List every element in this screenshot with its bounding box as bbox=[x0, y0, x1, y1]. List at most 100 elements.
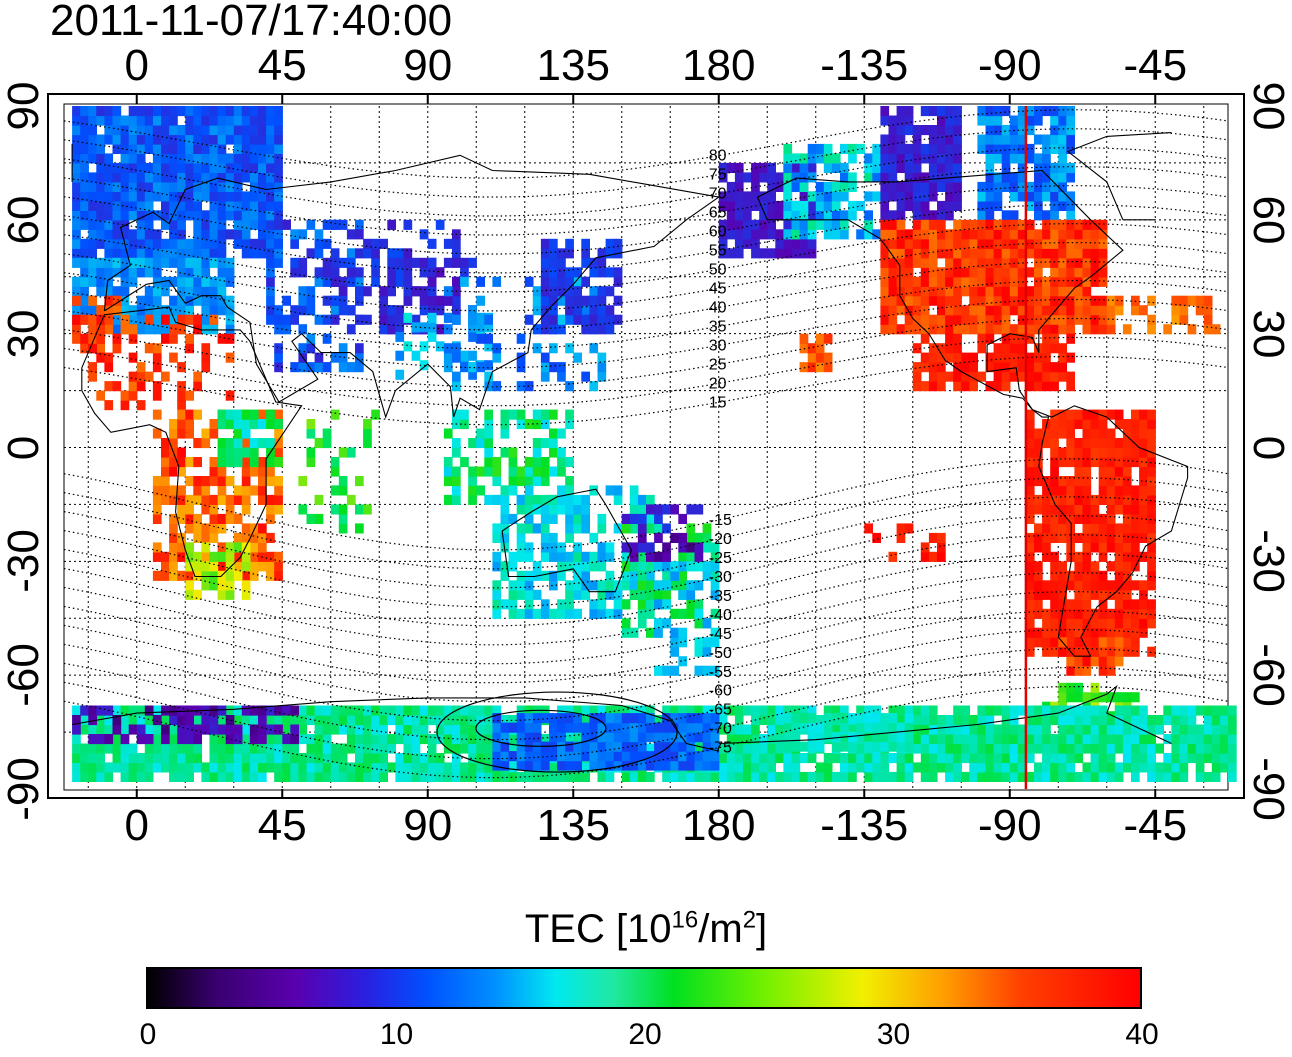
tec-cell bbox=[427, 762, 437, 773]
tec-cell bbox=[888, 324, 898, 335]
mlat-label: -50 bbox=[709, 645, 732, 662]
tec-cell bbox=[1090, 561, 1100, 572]
tec-cell bbox=[217, 191, 227, 202]
tec-cell bbox=[1074, 419, 1084, 430]
tec-cell bbox=[702, 741, 712, 752]
tec-cell bbox=[169, 276, 178, 287]
tec-cell bbox=[152, 724, 162, 735]
tec-cell bbox=[662, 705, 671, 716]
tec-cell bbox=[1025, 542, 1035, 553]
tec-cell bbox=[193, 191, 202, 202]
tec-cell bbox=[185, 181, 194, 192]
tec-cell bbox=[1098, 257, 1108, 268]
tec-cell bbox=[185, 753, 194, 764]
tec-cell bbox=[767, 715, 776, 726]
tec-cell bbox=[872, 532, 881, 543]
tec-cell bbox=[274, 734, 283, 745]
tec-cell bbox=[128, 390, 138, 401]
tec-cell bbox=[193, 295, 202, 306]
tec-cell bbox=[209, 305, 219, 316]
tec-cell bbox=[945, 333, 954, 344]
tec-cell bbox=[1001, 371, 1011, 382]
tec-cell bbox=[581, 504, 590, 515]
tec-cell bbox=[807, 200, 817, 211]
tec-cell bbox=[298, 229, 308, 240]
tec-cell bbox=[355, 715, 364, 726]
tec-cell bbox=[201, 305, 211, 316]
tec-cell bbox=[1090, 580, 1100, 591]
tec-cell bbox=[1025, 532, 1035, 543]
tec-cell bbox=[734, 238, 744, 249]
tec-cell bbox=[225, 153, 235, 164]
tec-cell bbox=[144, 267, 154, 278]
tec-cell bbox=[565, 513, 574, 524]
tec-cell bbox=[500, 715, 510, 726]
tec-cell bbox=[516, 722, 526, 733]
tec-cell bbox=[1025, 352, 1035, 363]
tec-cell bbox=[266, 753, 275, 764]
tec-cell bbox=[435, 295, 445, 306]
tec-cell bbox=[961, 362, 970, 373]
tec-cell bbox=[985, 352, 995, 363]
tec-cell bbox=[710, 705, 720, 716]
tec-cell bbox=[152, 485, 162, 496]
tec-cell bbox=[880, 257, 890, 268]
tec-cell bbox=[306, 419, 316, 430]
tec-cell bbox=[1219, 734, 1229, 745]
tec-cell bbox=[152, 362, 162, 373]
tec-cell bbox=[694, 713, 704, 724]
tec-cell bbox=[1042, 743, 1051, 754]
tec-cell bbox=[540, 352, 550, 363]
tec-cell bbox=[314, 238, 324, 249]
tec-cell bbox=[872, 162, 881, 173]
tec-cell bbox=[637, 551, 647, 562]
tec-cell bbox=[363, 715, 372, 726]
tec-cell bbox=[904, 295, 914, 306]
tec-cell bbox=[1179, 305, 1189, 316]
tec-cell bbox=[945, 267, 954, 278]
tec-cell bbox=[1147, 476, 1156, 487]
tec-cell bbox=[201, 257, 211, 268]
tec-cell bbox=[169, 494, 178, 505]
tec-cell bbox=[1058, 314, 1067, 325]
tec-cell bbox=[209, 276, 219, 287]
tec-cell bbox=[355, 352, 364, 363]
tec-cell bbox=[266, 494, 275, 505]
tec-cell bbox=[1082, 656, 1092, 667]
tec-cell bbox=[605, 570, 615, 581]
tec-cell bbox=[1050, 551, 1059, 562]
tec-cell bbox=[605, 608, 615, 619]
tec-cell bbox=[225, 181, 235, 192]
tec-cell bbox=[249, 762, 259, 773]
tec-cell bbox=[1042, 305, 1051, 316]
tec-cell bbox=[767, 210, 776, 221]
tec-cell bbox=[985, 248, 995, 259]
tec-cell bbox=[516, 494, 526, 505]
tec-cell bbox=[1098, 447, 1108, 458]
tec-cell bbox=[1114, 637, 1124, 648]
tec-cell bbox=[387, 734, 396, 745]
tec-cell bbox=[710, 589, 720, 600]
tec-cell bbox=[169, 743, 178, 754]
tec-cell bbox=[1195, 705, 1205, 716]
tec-cell bbox=[1098, 646, 1108, 657]
tec-cell bbox=[1090, 513, 1100, 524]
tec-cell bbox=[597, 580, 607, 591]
left-tick-label: 0 bbox=[0, 435, 48, 460]
tec-cell bbox=[88, 314, 97, 325]
tec-cell bbox=[872, 732, 881, 743]
tec-cell bbox=[605, 580, 615, 591]
tec-cell bbox=[1066, 267, 1075, 278]
tec-cell bbox=[937, 267, 946, 278]
tec-cell bbox=[953, 267, 962, 278]
tec-cell bbox=[120, 115, 130, 126]
tec-cell bbox=[241, 476, 251, 487]
tec-cell bbox=[605, 705, 615, 716]
tec-cell bbox=[678, 532, 687, 543]
tec-cell bbox=[201, 125, 211, 136]
tec-cell bbox=[1187, 324, 1197, 335]
tec-cell bbox=[193, 438, 202, 449]
tec-cell bbox=[1058, 485, 1067, 496]
tec-cell bbox=[896, 106, 906, 117]
tec-cell bbox=[767, 162, 776, 173]
